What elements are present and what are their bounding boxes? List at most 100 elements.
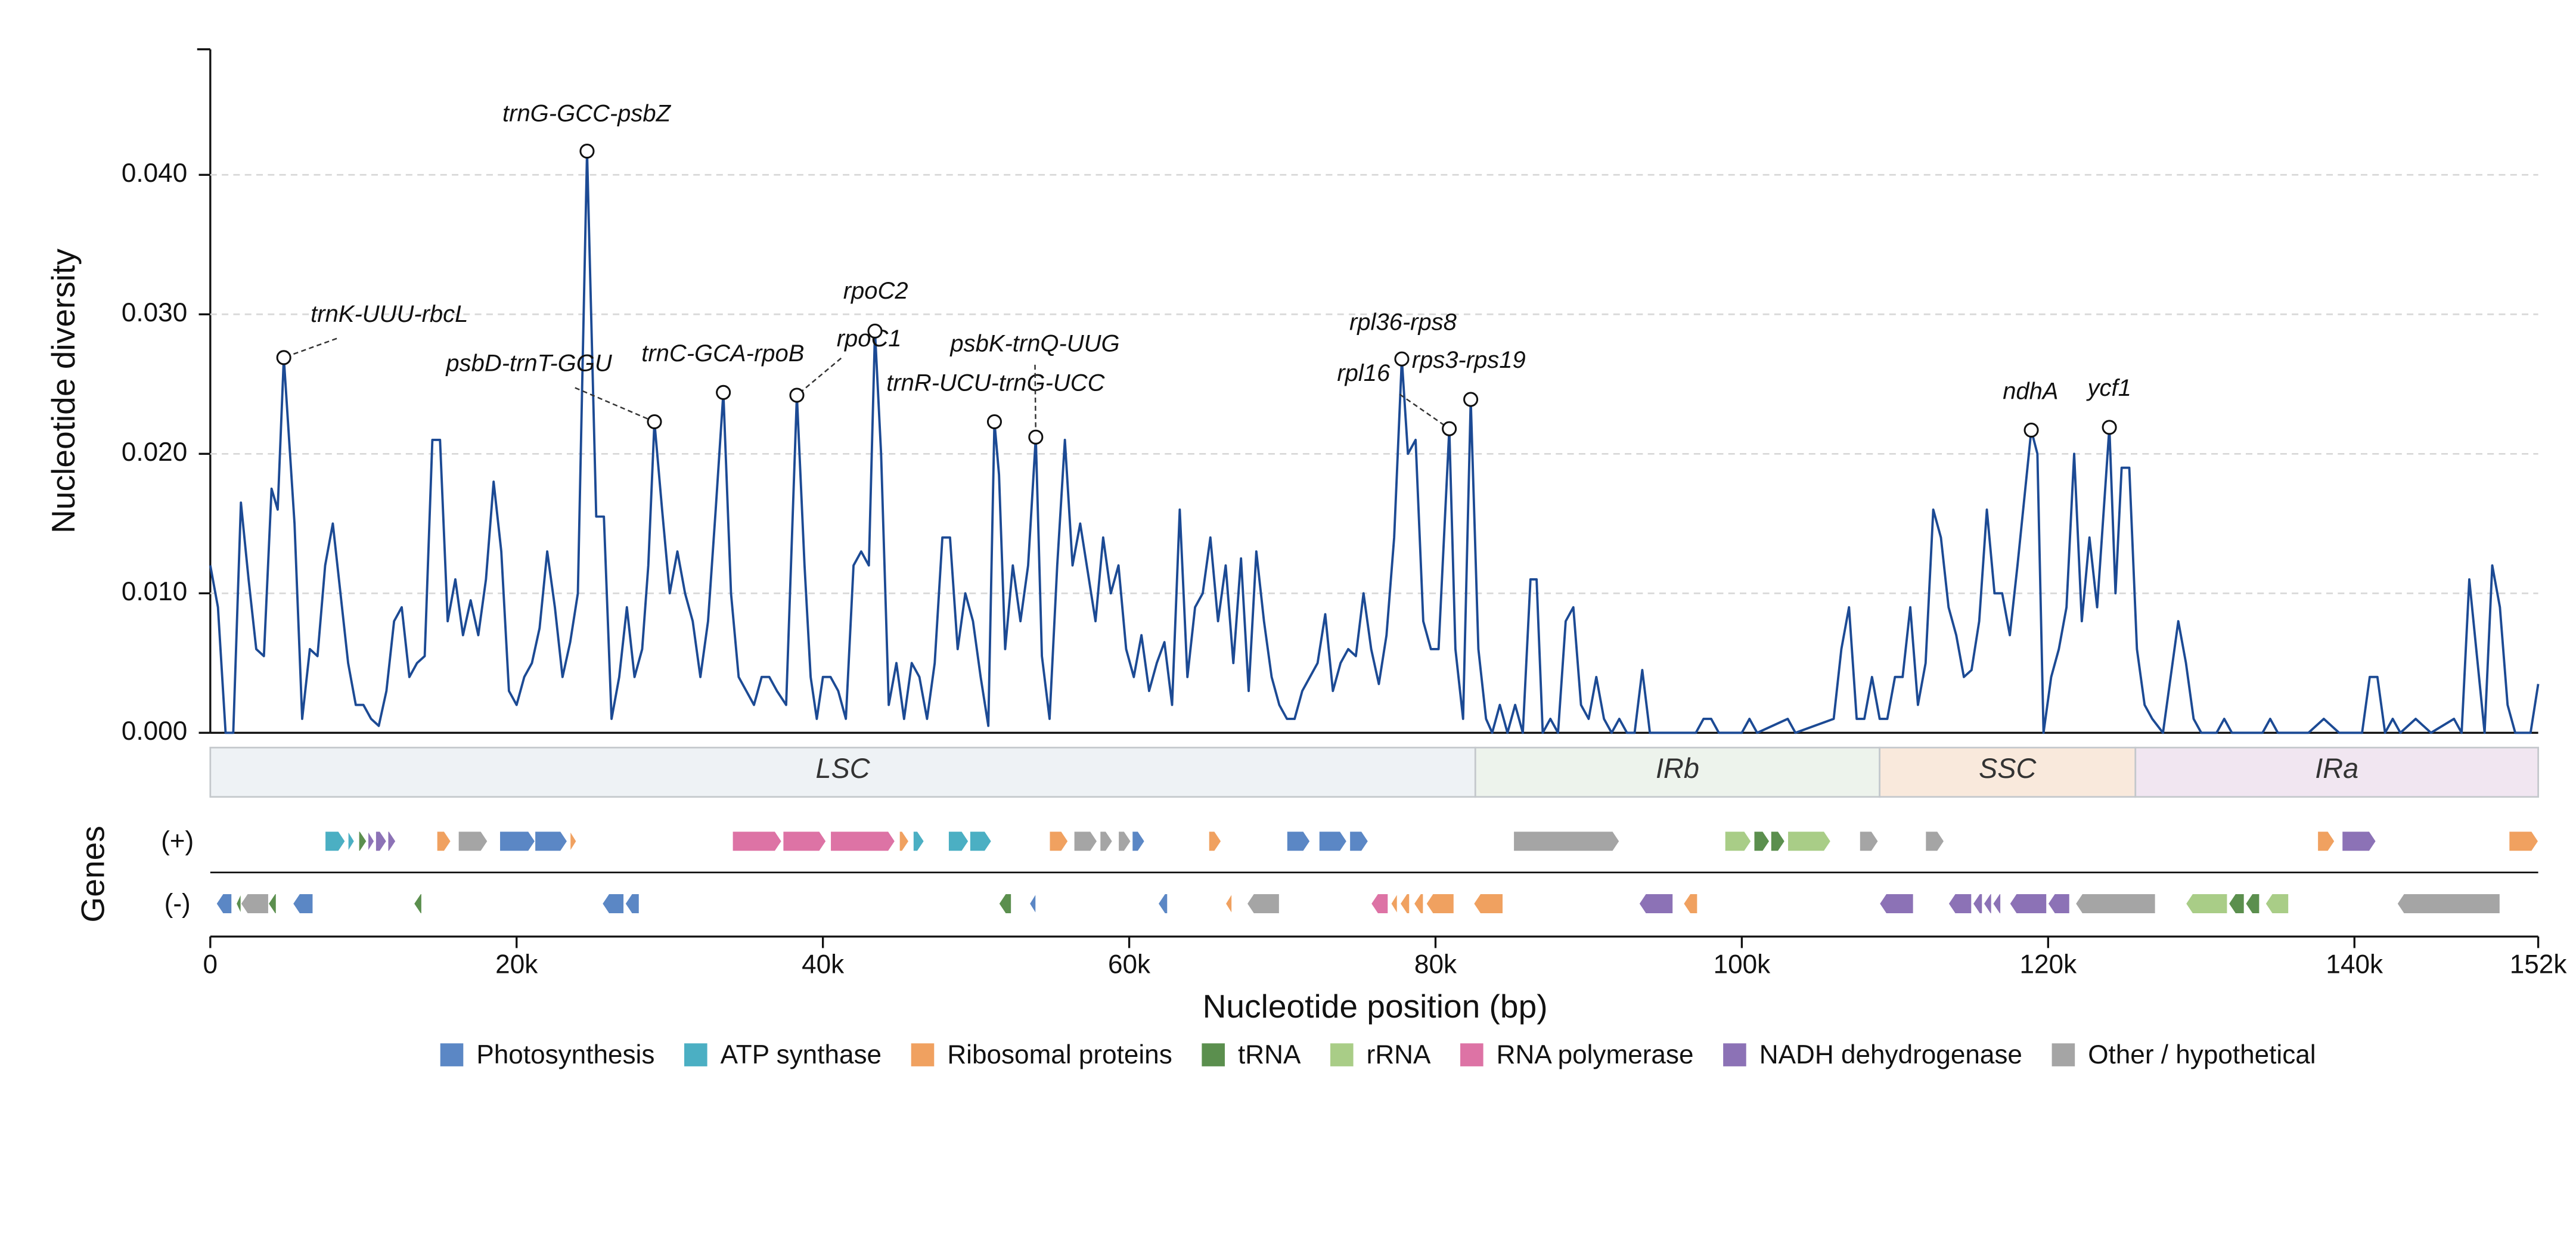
gene-arrow (1157, 893, 1168, 914)
y-tick-label: 0.010 (122, 577, 187, 606)
legend-swatch (1460, 1043, 1483, 1066)
x-tick-label: 140k (2326, 950, 2383, 979)
peak-marker (579, 143, 595, 159)
leader-line (283, 337, 337, 359)
y-axis-label: Nucleotide diversity (45, 249, 82, 534)
gene-arrow (899, 831, 910, 852)
peak-marker (789, 387, 805, 403)
legend-swatch (911, 1043, 935, 1066)
y-tick-label: 0.000 (122, 717, 187, 746)
gene-arrow (324, 831, 346, 852)
gene-arrow (358, 831, 367, 852)
peak-label: rpl16 (1337, 360, 1391, 386)
gene-arrow (1983, 893, 1992, 914)
peak-marker (2102, 420, 2117, 435)
genes-label: Genes (74, 826, 111, 922)
legend-label: rRNA (1367, 1040, 1431, 1069)
strand-label: (+) (161, 827, 194, 856)
gene-arrow (2509, 831, 2539, 852)
gene-arrow (1225, 892, 1233, 915)
gene-arrow (601, 893, 625, 914)
gene-arrow (268, 893, 277, 914)
legend-label: RNA polymerase (1497, 1040, 1694, 1069)
peak-marker (647, 414, 662, 430)
peak-label: rps3-rps19 (1412, 347, 1526, 373)
region-label: IRa (2315, 753, 2358, 784)
gene-arrow (292, 893, 314, 914)
gene-arrow (1426, 893, 1454, 914)
y-tick-label: 0.040 (122, 159, 187, 188)
legend-label: ATP synthase (721, 1040, 882, 1069)
gene-arrow (1349, 831, 1369, 852)
legend-label: Other / hypothetical (2088, 1040, 2316, 1069)
leader-line (1034, 364, 1037, 438)
gene-arrow (1948, 893, 1972, 914)
diversity-line (209, 150, 2540, 734)
peak-marker (1463, 392, 1479, 407)
legend-label: Photosynthesis (476, 1040, 654, 1069)
legend: Photosynthesis ATP synthase Ribosomal prot… (440, 1040, 2316, 1069)
gene-arrow (2342, 831, 2376, 852)
peak-marker (1028, 429, 1044, 445)
gene-arrow (1073, 831, 1098, 852)
x-tick-label: 100k (1714, 950, 1771, 979)
gene-arrow (1972, 893, 1983, 914)
gene-arrow (570, 830, 577, 852)
gene-arrow (1753, 831, 1770, 852)
legend-swatch (440, 1043, 464, 1066)
x-tick-label: 20k (495, 950, 538, 979)
gene-arrow (2185, 893, 2228, 914)
gene-arrow (1132, 831, 1145, 852)
gene-arrow (625, 893, 640, 914)
gene-arrow (216, 893, 232, 914)
peak-label: trnC-GCA-rpoB (641, 340, 804, 367)
gene-arrow (783, 831, 827, 852)
gene-arrow (535, 831, 568, 852)
gene-arrow (1992, 893, 2001, 914)
gene-arrow (2265, 893, 2289, 914)
strand-label: (-) (165, 889, 191, 918)
gene-arrow (240, 893, 269, 914)
gene-arrow (2075, 893, 2156, 914)
gene-arrow (1208, 831, 1222, 852)
y-tick-label: 0.020 (122, 438, 187, 467)
legend-swatch (1723, 1043, 1746, 1066)
gene-arrow (367, 830, 375, 852)
gene-arrow (1399, 893, 1410, 914)
peak-label: rpl36-rps8 (1349, 309, 1457, 336)
legend-swatch (1202, 1043, 1225, 1066)
gene-arrow (732, 831, 782, 852)
region-band (209, 746, 1476, 798)
legend-label: NADH dehydrogenase (1759, 1040, 2022, 1069)
x-tick-label: 0 (203, 950, 218, 979)
gene-arrow (235, 894, 241, 914)
region-band (2134, 746, 2539, 798)
gene-arrow (1049, 831, 1069, 852)
gene-arrow (913, 831, 924, 852)
x-tick-label: 120k (2020, 950, 2078, 979)
legend-label: tRNA (1238, 1040, 1301, 1069)
region-label: IRb (1656, 753, 1699, 784)
gene-arrow (1413, 893, 1424, 914)
gene-arrow (1724, 831, 1752, 852)
region-band (1474, 746, 1881, 798)
legend-swatch (684, 1043, 707, 1066)
peak-marker (1442, 421, 1457, 436)
peak-marker (986, 414, 1002, 430)
peak-label: rpoC2 (843, 278, 908, 304)
gene-arrow (1100, 831, 1113, 852)
peak-label: ndhA (2003, 378, 2058, 404)
peak-label: ycf1 (2086, 375, 2131, 401)
gene-arrow (458, 831, 488, 852)
legend-swatch (1330, 1043, 1354, 1066)
peak-marker (716, 384, 731, 400)
gene-arrow (1683, 893, 1698, 914)
gene-arrow (2317, 831, 2335, 852)
peak-label: psbK-trnQ-UUG (949, 330, 1119, 356)
gene-arrow (1925, 831, 1945, 852)
gene-arrow (375, 831, 387, 852)
legend-label: Ribosomal proteins (947, 1040, 1172, 1069)
gene-arrow (1246, 893, 1280, 914)
